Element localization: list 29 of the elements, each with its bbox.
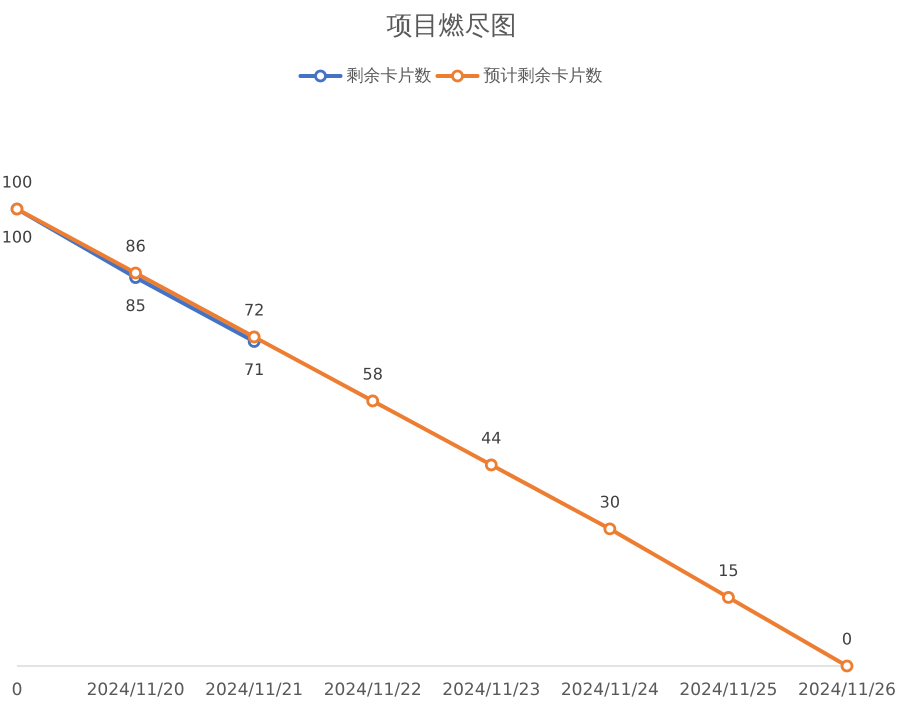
legend-label: 剩余卡片数 (346, 66, 432, 86)
x-tick-label: 2024/11/22 (324, 680, 422, 700)
point (603, 522, 616, 536)
data-label: 100 (2, 228, 32, 246)
legend-label: 预计剩余卡片数 (484, 66, 602, 86)
x-tick-label: 2024/11/23 (442, 680, 540, 700)
data-label: 100 (2, 172, 32, 192)
data-label: 71 (244, 360, 264, 380)
data-label: 86 (125, 236, 146, 256)
data-label: 85 (125, 296, 146, 316)
point (129, 266, 142, 280)
point (722, 591, 735, 604)
data-label: 15 (718, 560, 739, 580)
point (484, 458, 498, 472)
x-tick-label: 2024/11/26 (798, 680, 896, 700)
point (840, 660, 854, 672)
title: 项目燃尽图 (386, 11, 516, 41)
x-tick-label: 2024/11/20 (86, 680, 185, 700)
data-label: 0 (842, 630, 852, 648)
x-tick-label: 2024/11/21 (205, 680, 304, 700)
point (248, 330, 261, 344)
x-tick-label: 0 (12, 680, 22, 700)
point (366, 394, 380, 408)
data-label: 30 (600, 492, 620, 512)
data-label: 58 (362, 364, 383, 384)
data-label: 44 (481, 428, 502, 448)
x-tick-label: 2024/11/25 (679, 680, 778, 700)
data-label: 72 (244, 300, 264, 320)
x-tick-label: 2024/11/24 (560, 680, 659, 700)
